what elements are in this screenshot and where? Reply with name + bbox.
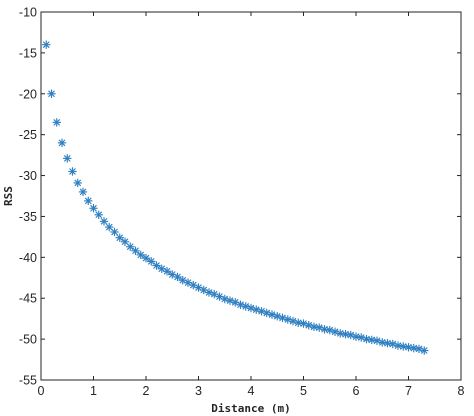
x-tick-label: 0: [38, 384, 45, 398]
data-point: [420, 346, 429, 355]
data-point: [399, 342, 408, 351]
data-point: [94, 210, 103, 220]
y-tick-label: -25: [19, 128, 37, 142]
data-point: [89, 204, 98, 213]
x-axis-ticks: 0 1 2 3 4 5 6 7 8: [38, 12, 465, 398]
data-point: [267, 310, 277, 319]
data-point: [225, 296, 235, 305]
data-point: [320, 325, 329, 334]
plot-area: [41, 12, 461, 380]
x-tick-label: 2: [143, 384, 150, 398]
data-point: [173, 272, 182, 282]
y-tick-label: -55: [19, 374, 37, 388]
x-axis-label: Distance (m): [211, 402, 290, 415]
data-point: [99, 217, 109, 226]
data-point: [414, 344, 424, 354]
data-point: [110, 227, 119, 237]
data-point: [63, 154, 72, 163]
data-point: [120, 237, 130, 246]
data-point: [404, 343, 413, 352]
x-tick-label: 1: [90, 384, 97, 398]
x-tick-label: 7: [405, 384, 412, 398]
y-tick-label: -10: [19, 6, 37, 20]
data-point: [336, 329, 345, 338]
data-point: [341, 330, 350, 339]
y-tick-label: -50: [19, 333, 37, 347]
y-tick-label: -35: [19, 210, 37, 224]
data-point: [241, 302, 250, 311]
x-tick-label: 4: [248, 384, 255, 398]
x-tick-label: 5: [300, 384, 307, 398]
data-point: [220, 294, 229, 304]
data-point: [367, 335, 376, 345]
y-tick-label: -15: [19, 46, 37, 60]
data-point: [330, 327, 340, 336]
data-point: [73, 178, 82, 188]
data-point: [309, 322, 319, 332]
data-point: [115, 233, 124, 242]
y-tick-label: -45: [19, 292, 37, 306]
data-point: [57, 138, 67, 148]
data-point: [68, 167, 77, 176]
y-tick-label: -20: [19, 87, 37, 101]
data-point: [147, 257, 156, 266]
data-point: [383, 339, 392, 348]
data-point: [152, 261, 161, 270]
data-point: [126, 242, 135, 251]
data-point: [78, 187, 88, 197]
x-tick-label: 8: [458, 384, 465, 398]
data-point: [162, 267, 172, 276]
y-tick-label: -30: [19, 169, 37, 183]
data-points: [42, 40, 429, 355]
data-point: [393, 341, 403, 350]
data-point: [304, 321, 313, 330]
y-axis-ticks: -10 -15 -20 -25 -30 -35 -40 -45 -50 -55: [19, 6, 461, 388]
x-tick-label: 3: [195, 384, 202, 398]
data-point: [294, 318, 303, 327]
y-tick-label: -40: [19, 251, 37, 265]
data-point: [52, 118, 61, 127]
y-axis-label: RSS: [2, 186, 15, 206]
data-point: [362, 334, 371, 344]
data-point: [351, 332, 361, 341]
data-point: [141, 253, 151, 263]
data-point: [84, 196, 93, 206]
data-point: [372, 336, 382, 345]
data-point: [131, 246, 140, 255]
data-point: [378, 338, 387, 347]
data-point: [278, 313, 287, 323]
data-point: [409, 343, 418, 353]
data-point: [42, 40, 51, 49]
data-point: [136, 250, 145, 260]
data-point: [47, 89, 56, 98]
x-tick-label: 6: [353, 384, 360, 398]
data-point: [105, 222, 114, 232]
